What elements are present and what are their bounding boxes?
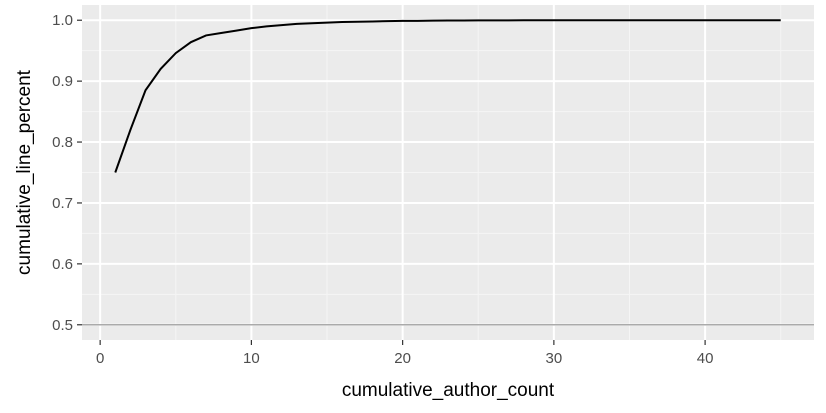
x-tick-label: 30 [546, 350, 563, 367]
y-tick-label: 0.7 [52, 195, 73, 212]
series-line [114, 19, 781, 173]
y-tick-label: 0.8 [52, 134, 73, 151]
x-tick-label: 0 [96, 350, 104, 367]
x-axis-title: cumulative_author_count [342, 380, 555, 401]
y-axis-title: cumulative_line_percent [14, 69, 35, 275]
x-tick-label: 10 [243, 350, 260, 367]
y-tick-label: 1.0 [52, 12, 73, 29]
y-tick-label: 0.9 [52, 73, 73, 90]
x-tick-label: 40 [697, 350, 714, 367]
y-tick-label: 0.6 [52, 256, 73, 273]
x-tick-label: 20 [394, 350, 411, 367]
minor-gridlines [82, 5, 814, 340]
y-tick-label: 0.5 [52, 317, 73, 334]
y-axis-ticks: 0.5 0.6 0.7 0.8 0.9 1.0 [52, 12, 82, 334]
x-axis-ticks: 0 10 20 30 40 [96, 340, 713, 367]
